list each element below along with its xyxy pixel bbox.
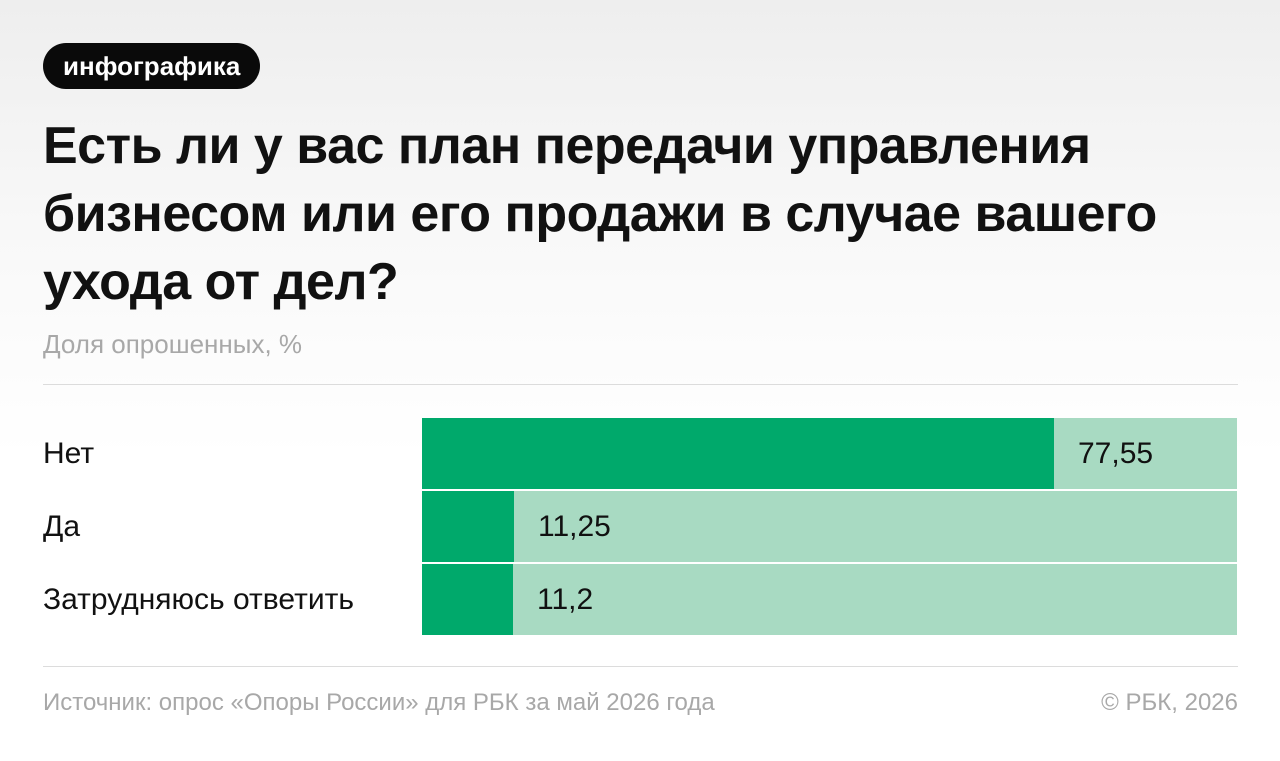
bottom-divider [43, 666, 1238, 667]
bar [422, 491, 514, 562]
chart-subtitle: Доля опрошенных, % [43, 329, 303, 359]
bar [422, 418, 1054, 489]
bar [422, 564, 513, 635]
category-label: Затрудняюсь ответить [43, 583, 354, 616]
bar-track [422, 418, 1237, 489]
source-note: Источник: опрос «Опоры России» для РБК з… [43, 689, 715, 716]
bar-track [422, 564, 1237, 635]
value-label: 11,25 [538, 510, 611, 543]
top-divider [43, 384, 1238, 385]
chart-title: Есть ли у вас план передачи управления б… [43, 117, 1157, 311]
value-label: 77,55 [1078, 437, 1154, 470]
infographic-tag: инфографика [43, 43, 261, 89]
bar-track [422, 491, 1237, 562]
copyright: © РБК, 2026 [1101, 689, 1238, 716]
category-label: Нет [43, 437, 95, 470]
category-label: Да [43, 510, 81, 543]
value-label: 11,2 [537, 583, 594, 616]
